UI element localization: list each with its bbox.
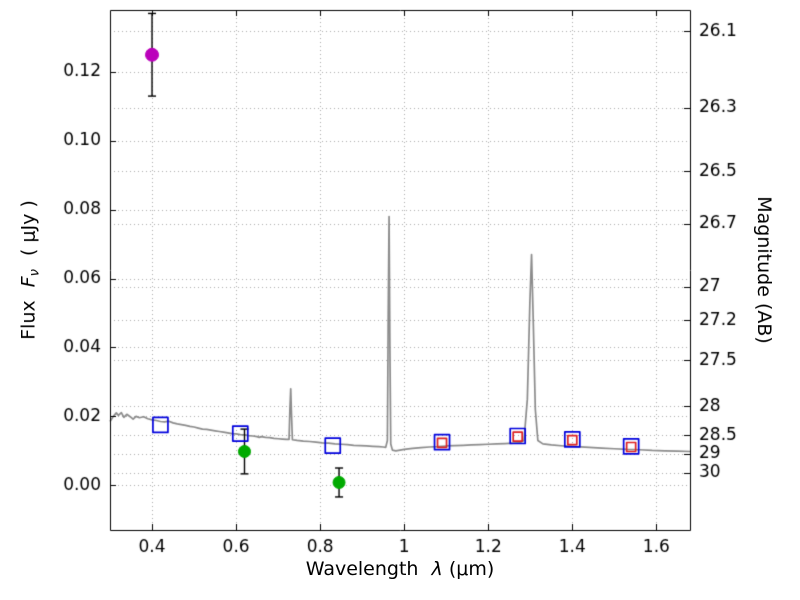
- y-axis-label-right: Magnitude (AB): [753, 196, 775, 344]
- x-axis-unit: (μm): [448, 558, 495, 580]
- x-axis-label-text: Wavelength: [305, 558, 419, 580]
- y-axis-label-left: Flux Fν ( μJy ): [18, 200, 43, 340]
- flux-symbol: F: [17, 276, 40, 288]
- y-axis-label-text: Flux: [17, 300, 40, 340]
- y-axis-unit: ( μJy ): [17, 200, 40, 257]
- x-axis-label: Wavelength λ (μm): [110, 558, 690, 580]
- flux-symbol-subscript: ν: [27, 269, 43, 277]
- lambda-symbol: λ: [431, 558, 443, 580]
